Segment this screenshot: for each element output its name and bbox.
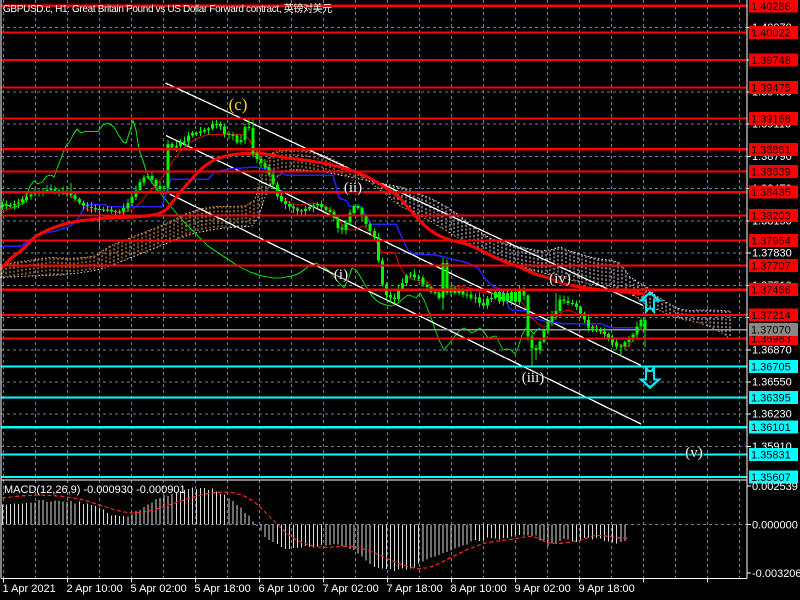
svg-text:9 Apr 02:00: 9 Apr 02:00 [515, 583, 571, 595]
svg-text:1.35831: 1.35831 [751, 449, 791, 461]
svg-text:5 Apr 18:00: 5 Apr 18:00 [195, 583, 251, 595]
svg-text:GBPUSD.c, H1: Great Britain P: GBPUSD.c, H1: Great Britain Pound vs US … [3, 2, 332, 15]
svg-text:(v): (v) [685, 445, 703, 461]
svg-text:1.37954: 1.37954 [751, 236, 791, 248]
svg-text:(iv): (iv) [549, 271, 571, 287]
svg-text:9 Apr 18:00: 9 Apr 18:00 [579, 583, 635, 595]
svg-text:0.002539: 0.002539 [752, 481, 798, 493]
svg-text:1.40286: 1.40286 [751, 1, 791, 13]
svg-text:1.38861: 1.38861 [751, 144, 791, 156]
svg-text:1.39475: 1.39475 [751, 83, 791, 95]
svg-text:5 Apr 02:00: 5 Apr 02:00 [131, 583, 187, 595]
svg-text:7 Apr 18:00: 7 Apr 18:00 [387, 583, 443, 595]
svg-text:(c): (c) [229, 95, 248, 114]
svg-text:1.38639: 1.38639 [751, 167, 791, 179]
svg-text:1.38203: 1.38203 [751, 211, 791, 223]
svg-text:(iii): (iii) [522, 370, 545, 386]
svg-text:1.38435: 1.38435 [751, 187, 791, 199]
svg-text:2 Apr 10:00: 2 Apr 10:00 [67, 583, 123, 595]
svg-text:1.36705: 1.36705 [751, 361, 791, 373]
svg-text:1.37707: 1.37707 [751, 261, 791, 273]
svg-text:(i): (i) [334, 267, 348, 283]
svg-text:1.37830: 1.37830 [752, 248, 792, 260]
svg-text:1.36230: 1.36230 [752, 409, 792, 421]
svg-text:1.39748: 1.39748 [751, 55, 791, 67]
svg-text:-0.003206: -0.003206 [752, 568, 800, 580]
svg-text:1 Apr 2021: 1 Apr 2021 [3, 583, 56, 595]
svg-text:1.36870: 1.36870 [752, 344, 792, 356]
svg-text:1.36395: 1.36395 [751, 393, 791, 405]
svg-text:1.35607: 1.35607 [751, 472, 791, 484]
svg-text:1.37214: 1.37214 [751, 310, 791, 322]
svg-text:0.000000: 0.000000 [752, 519, 798, 531]
svg-text:1.37466: 1.37466 [751, 285, 791, 297]
svg-text:8 Apr 10:00: 8 Apr 10:00 [451, 583, 507, 595]
svg-text:1.36983: 1.36983 [751, 333, 791, 345]
svg-text:1.36101: 1.36101 [751, 422, 791, 434]
svg-text:1.39168: 1.39168 [751, 113, 791, 125]
svg-text:(ii): (ii) [344, 180, 362, 196]
svg-text:6 Apr 10:00: 6 Apr 10:00 [259, 583, 315, 595]
svg-text:1.37070: 1.37070 [751, 325, 791, 337]
svg-text:1.40022: 1.40022 [751, 27, 791, 39]
svg-text:1.36550: 1.36550 [752, 377, 792, 389]
svg-text:7 Apr 02:00: 7 Apr 02:00 [323, 583, 379, 595]
svg-text:MACD(12,26,9) -0.000930 -0.000: MACD(12,26,9) -0.000930 -0.000901 [4, 484, 186, 496]
